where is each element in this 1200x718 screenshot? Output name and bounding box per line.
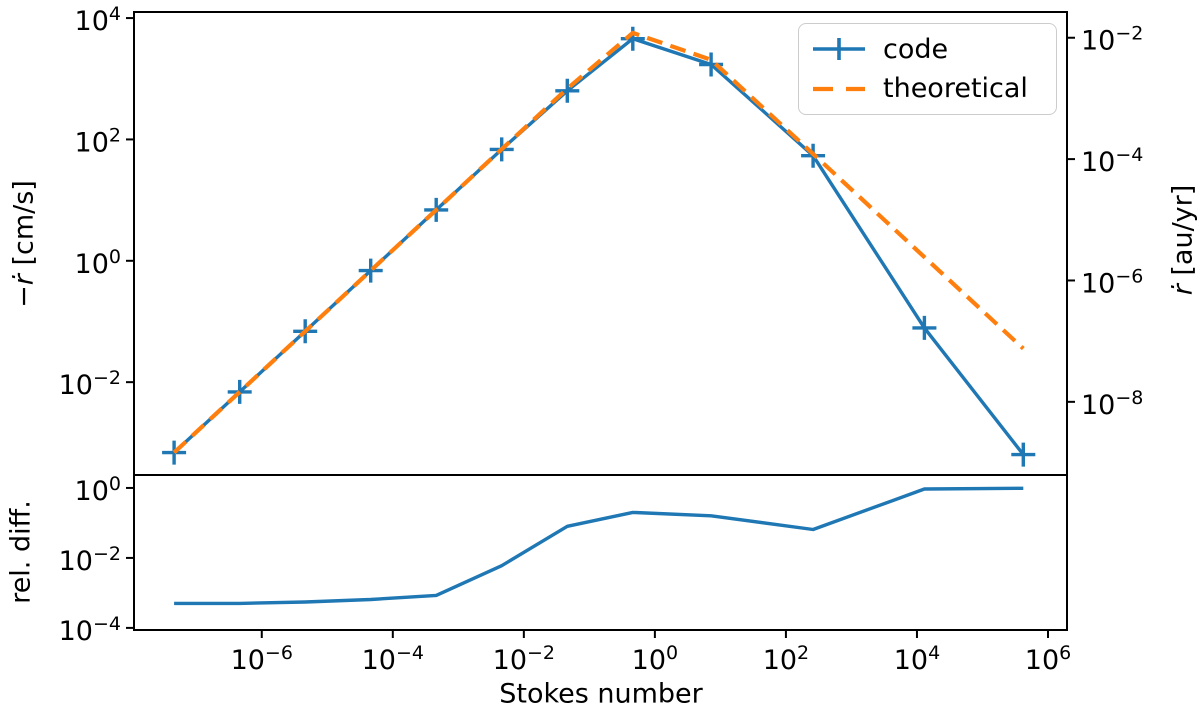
theoretical-line-sample-icon	[813, 86, 865, 91]
reldiff-y-tick-label: 10−2	[59, 543, 121, 577]
bottom-y-axis-label: rel. diff.	[5, 500, 37, 604]
x-tick-label: 104	[894, 642, 940, 676]
x-tick-label: 106	[1025, 642, 1071, 676]
x-tick-label: 10−2	[493, 642, 555, 676]
right-y-tick-label: 10−2	[1081, 23, 1143, 57]
ylabel-top-symbol: ṙ	[8, 274, 40, 286]
bottom-panel-frame	[133, 474, 1068, 631]
reldiff-y-tick-label: 100	[75, 473, 121, 507]
reldiff-line	[174, 486, 1024, 606]
x-tick-label: 100	[632, 642, 678, 676]
right-y-axis-label: ṙ [au/yr]	[1167, 184, 1199, 296]
ylabel-top-sign: −	[8, 285, 40, 308]
ylabel-right-unit: [au/yr]	[1167, 184, 1199, 285]
left-y-tick-label: 100	[75, 246, 121, 280]
top-y-axis-label: −ṙ [cm/s]	[8, 180, 40, 308]
x-tick-label: 10−4	[362, 642, 424, 676]
ylabel-top-unit: [cm/s]	[8, 180, 40, 275]
left-y-tick-label: 104	[75, 3, 121, 37]
left-y-tick-label: 102	[75, 124, 121, 158]
x-axis-label: Stokes number	[499, 678, 703, 710]
right-y-tick-label: 10−8	[1081, 387, 1143, 421]
code-line-sample-icon	[813, 38, 865, 61]
legend-label-theoretical: theoretical	[883, 73, 1028, 105]
legend-entry-theoretical: theoretical	[811, 75, 1056, 103]
legend: code theoretical	[798, 23, 1057, 115]
left-y-tick-label: 10−2	[59, 367, 121, 401]
legend-entry-code: code	[811, 35, 1056, 63]
right-y-tick-label: 10−4	[1081, 144, 1143, 178]
ylabel-right-symbol: ṙ	[1167, 284, 1199, 296]
reldiff-y-tick-label: 10−4	[59, 613, 121, 647]
right-y-tick-label: 10−6	[1081, 265, 1143, 299]
x-tick-label: 102	[763, 642, 809, 676]
legend-label-code: code	[883, 33, 949, 65]
x-tick-label: 10−6	[231, 642, 293, 676]
theoretical-line	[172, 30, 1025, 455]
